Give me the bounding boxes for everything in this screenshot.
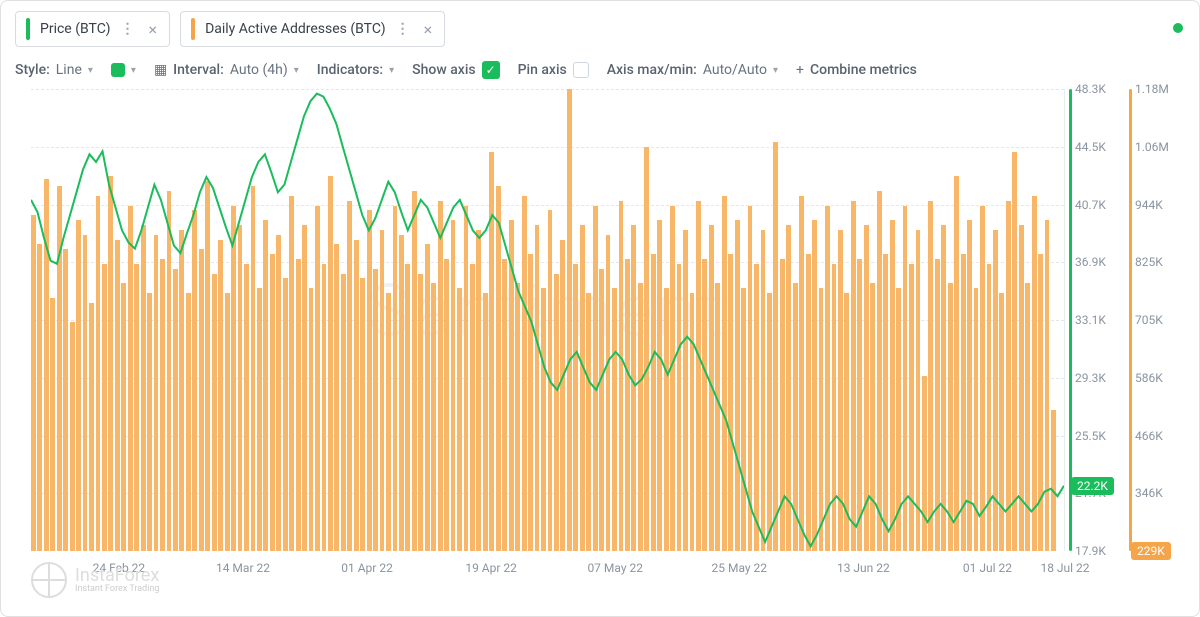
axis-line [1129,89,1132,551]
y1-tick: 44.5K [1075,140,1106,154]
calendar-icon: ▦ [154,62,167,78]
y1-badge: 22.2K [1071,477,1114,495]
chip-color-bar [26,18,30,40]
style-selector[interactable]: Style: Line ▾ [15,62,93,78]
checkbox-unchecked-icon [573,62,589,78]
metric-chips-row: Price (BTC) ⋮ × Daily Active Addresses (… [1,1,1199,55]
logo-subtitle: Instant Forex Trading [75,585,159,594]
y1-tick: 29.3K [1075,371,1106,385]
y1-tick: 25.5K [1075,429,1106,443]
chart-toolbar: Style: Line ▾ ▾ ▦ Interval: Auto (4h) ▾ … [1,55,1199,89]
color-selector[interactable]: ▾ [111,63,136,77]
plus-icon: + [796,62,804,78]
show-axis-label: Show axis [412,62,475,78]
globe-icon [31,562,67,598]
x-tick: 07 May 22 [587,561,643,575]
y1-tick: 17.9K [1075,544,1106,558]
y2-tick: 1.18M [1135,82,1169,96]
axis-minmax-selector[interactable]: Axis max/min: Auto/Auto ▾ [607,62,778,78]
y2-tick: 586K [1135,371,1163,385]
chip-color-bar [191,18,195,40]
x-tick: 13 Jun 22 [837,561,890,575]
y2-badge: 229K [1131,542,1171,560]
interval-selector[interactable]: ▦ Interval: Auto (4h) ▾ [154,62,299,78]
y2-tick: 466K [1135,429,1163,443]
y2-tick: 705K [1135,313,1163,327]
x-tick: 01 Apr 22 [341,561,393,575]
price-line [31,94,1064,547]
show-axis-toggle[interactable]: Show axis ✓ [412,61,499,79]
interval-value: Auto (4h) [230,62,288,78]
y2-tick: 825K [1135,255,1163,269]
style-label: Style: [15,62,50,78]
chevron-down-icon: ▾ [88,65,93,76]
y1-tick: 36.9K [1075,255,1106,269]
indicators-label: Indicators: [317,62,383,78]
y2-tick: 1.06M [1135,140,1169,154]
pin-axis-toggle[interactable]: Pin axis [518,62,589,78]
y-axis-right: 1.18M1.06M944K825K705K586K466K346K229K22… [1129,89,1185,551]
chip-more-icon[interactable]: ⋮ [396,21,412,37]
chart-area: Santiment 48.3K44.5K40.7K36.9K33.1K29.3K… [31,89,1185,579]
x-tick: 19 Apr 22 [465,561,517,575]
chip-daa-btc[interactable]: Daily Active Addresses (BTC) ⋮ × [180,11,445,47]
color-swatch [111,63,125,77]
chip-close-icon[interactable]: × [422,20,435,39]
x-axis: 24 Feb 2214 Mar 2201 Apr 2219 Apr 2207 M… [31,555,1065,579]
interval-label: Interval: [173,62,224,78]
x-tick: 18 Jul 22 [1040,561,1089,575]
combine-metrics-button[interactable]: + Combine metrics [796,62,917,78]
y1-tick: 33.1K [1075,313,1106,327]
chevron-down-icon: ▾ [389,65,394,76]
logo-instaforex: InstaForex Instant Forex Trading [31,562,159,598]
y-axis-left: 48.3K44.5K40.7K36.9K33.1K29.3K25.5K21.7K… [1069,89,1125,551]
y1-tick: 40.7K [1075,198,1106,212]
x-tick: 25 May 22 [712,561,768,575]
y1-tick: 48.3K [1075,82,1106,96]
chip-price-btc[interactable]: Price (BTC) ⋮ × [15,11,170,47]
chevron-down-icon: ▾ [773,65,778,76]
axis-minmax-value: Auto/Auto [703,62,767,78]
chip-label: Price (BTC) [40,21,111,37]
pin-axis-label: Pin axis [518,62,567,78]
x-tick: 14 Mar 22 [216,561,270,575]
y2-tick: 944K [1135,198,1163,212]
axis-minmax-label: Axis max/min: [607,62,697,78]
logo-title: InstaForex [75,567,159,585]
status-indicator [1173,23,1183,33]
checkbox-checked-icon: ✓ [482,61,500,79]
chip-label: Daily Active Addresses (BTC) [205,21,386,37]
line-layer [31,89,1064,551]
chevron-down-icon: ▾ [131,65,136,76]
chart-container: Price (BTC) ⋮ × Daily Active Addresses (… [0,0,1200,617]
style-value: Line [56,62,82,78]
plot-area[interactable]: Santiment [31,89,1065,551]
chip-more-icon[interactable]: ⋮ [121,21,137,37]
chevron-down-icon: ▾ [294,65,299,76]
chip-close-icon[interactable]: × [147,20,160,39]
combine-label: Combine metrics [810,62,917,78]
y2-tick: 346K [1135,486,1163,500]
x-tick: 01 Jul 22 [963,561,1012,575]
indicators-selector[interactable]: Indicators: ▾ [317,62,394,78]
